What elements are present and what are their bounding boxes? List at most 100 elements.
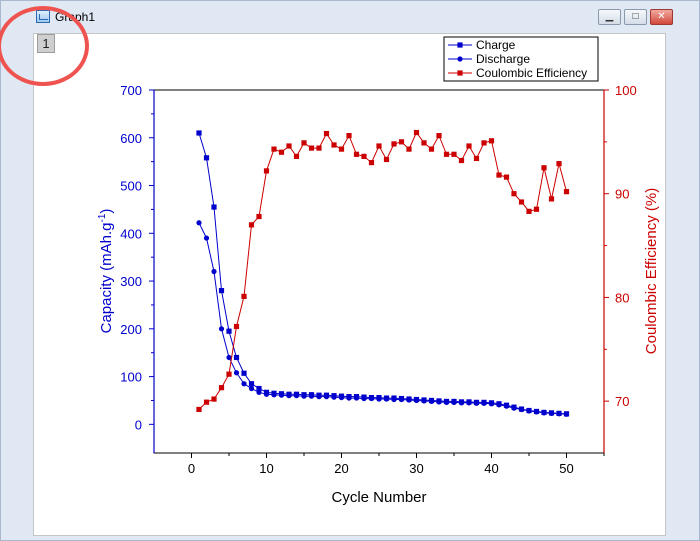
close-button[interactable]: ✕ — [650, 9, 673, 25]
data-point — [391, 141, 397, 147]
data-point — [226, 354, 232, 361]
data-point — [248, 222, 255, 228]
data-point — [466, 400, 472, 406]
legend-label: Coulombic Efficiency — [476, 66, 587, 80]
maximize-button[interactable]: □ — [624, 9, 647, 25]
legend-label: Discharge — [476, 52, 530, 66]
data-point — [286, 393, 292, 399]
highlight-circle-annotation — [0, 6, 89, 86]
data-point — [541, 410, 547, 416]
data-point — [323, 394, 330, 400]
data-point — [361, 153, 367, 159]
y2-axis-title: Coulombic Efficiency (%) — [643, 188, 660, 354]
data-point — [308, 145, 315, 151]
data-point — [346, 133, 352, 139]
minimize-button[interactable]: ▁ — [598, 9, 621, 25]
data-point — [248, 381, 255, 387]
data-point — [376, 143, 382, 149]
data-point — [278, 149, 285, 155]
data-point — [196, 220, 202, 226]
data-point — [286, 143, 292, 149]
data-point — [421, 398, 427, 404]
data-point — [451, 399, 457, 405]
data-point — [241, 381, 247, 387]
y-tick-label: 400 — [120, 226, 142, 241]
data-point — [248, 385, 255, 392]
data-point — [233, 323, 240, 330]
data-point — [293, 153, 300, 159]
data-point — [331, 142, 337, 148]
data-point — [376, 396, 382, 402]
x-tick-label: 50 — [559, 461, 573, 476]
data-point — [301, 140, 307, 146]
data-point — [196, 406, 202, 413]
data-point — [473, 400, 480, 406]
data-point — [398, 396, 405, 403]
data-point — [421, 140, 427, 146]
y2-tick-label: 70 — [615, 394, 629, 409]
y2-tick-label: 80 — [615, 290, 629, 305]
y-tick-label: 600 — [120, 131, 142, 146]
data-point — [346, 395, 352, 401]
data-point — [406, 146, 412, 152]
data-point — [211, 396, 217, 402]
graph-canvas[interactable] — [33, 33, 666, 536]
data-point — [271, 392, 277, 398]
data-point — [353, 151, 360, 157]
data-point — [241, 293, 247, 299]
data-point — [413, 129, 420, 136]
y-tick-label: 100 — [120, 370, 142, 385]
data-point — [541, 165, 547, 171]
x-tick-label: 30 — [409, 461, 423, 476]
data-point — [413, 397, 420, 404]
data-point — [338, 146, 345, 152]
data-point — [263, 168, 270, 174]
data-point — [368, 160, 375, 166]
x-tick-label: 20 — [334, 461, 348, 476]
legend-marker — [457, 56, 463, 62]
data-point — [323, 130, 330, 137]
data-point — [496, 402, 502, 408]
data-point — [503, 174, 510, 180]
data-point — [316, 394, 322, 400]
data-point — [488, 138, 495, 144]
data-point — [383, 396, 390, 402]
data-point — [436, 133, 442, 139]
data-point — [256, 213, 262, 220]
data-point — [481, 140, 487, 146]
data-point — [241, 370, 247, 376]
data-point — [526, 208, 532, 214]
data-point — [293, 393, 300, 399]
data-point — [533, 409, 540, 415]
data-point — [203, 399, 210, 405]
y-tick-label: 300 — [120, 274, 142, 289]
series-line-3 — [198, 131, 567, 410]
data-point — [271, 146, 277, 152]
data-point — [331, 394, 337, 400]
title-bar[interactable]: Graph1 ▁ □ ✕ — [1, 1, 699, 31]
data-point — [406, 397, 412, 403]
legend-marker — [457, 70, 463, 76]
data-point — [256, 389, 262, 395]
data-point — [301, 393, 307, 399]
data-point — [368, 395, 375, 402]
series-line-1 — [198, 132, 567, 415]
y-tick-label: 500 — [120, 179, 142, 194]
data-point — [308, 393, 315, 399]
data-point — [548, 410, 555, 416]
data-point — [556, 161, 562, 167]
y-axis-title: Capacity (mAh.g-1) — [97, 209, 115, 334]
data-point — [338, 394, 345, 401]
data-point — [218, 288, 225, 294]
data-point — [353, 395, 360, 401]
data-point — [548, 196, 555, 202]
x-tick-label: 40 — [484, 461, 498, 476]
data-point — [518, 199, 525, 205]
data-point — [428, 398, 435, 405]
data-point — [428, 146, 435, 152]
data-point — [391, 396, 397, 403]
data-point — [526, 408, 532, 414]
data-point — [211, 268, 217, 275]
